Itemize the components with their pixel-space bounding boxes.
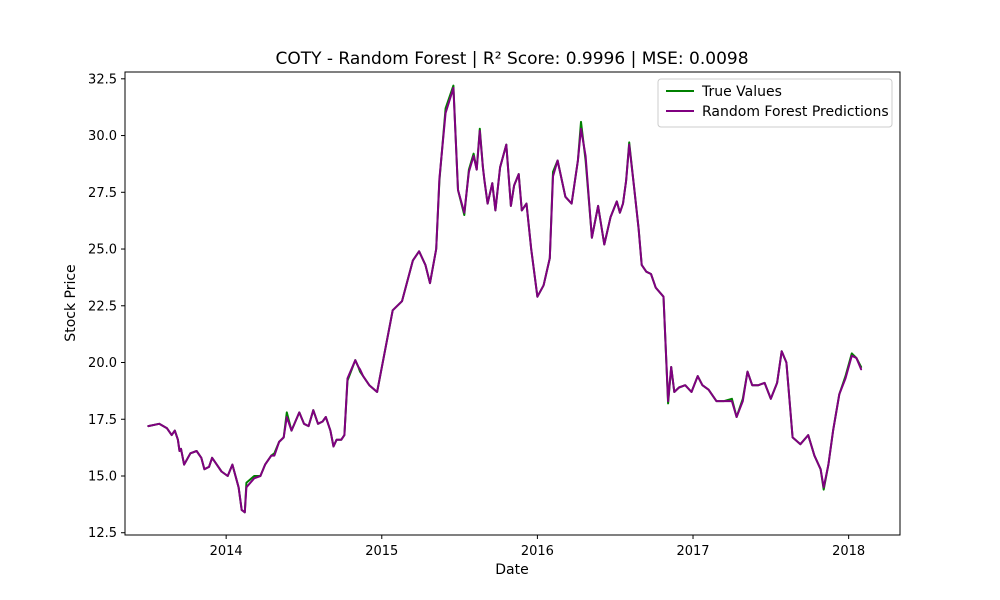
legend: True Values Random Forest Predictions bbox=[657, 78, 893, 128]
x-tick-label: 2015 bbox=[365, 544, 398, 559]
x-axis-title: Date bbox=[495, 562, 528, 578]
y-tick-label: 32.5 bbox=[88, 72, 117, 87]
y-tick-label: 15.0 bbox=[88, 469, 117, 484]
plot-lines bbox=[147, 84, 863, 514]
y-tick-label: 27.5 bbox=[88, 186, 117, 201]
x-tick-label: 2016 bbox=[521, 544, 554, 559]
legend-label-true-values: True Values bbox=[701, 84, 782, 100]
y-tick-label: 20.0 bbox=[88, 356, 117, 371]
legend-label-predictions: Random Forest Predictions bbox=[702, 104, 889, 120]
x-axis: 2014 2015 2016 2017 2018 bbox=[210, 535, 865, 559]
x-tick-label: 2018 bbox=[832, 544, 865, 559]
y-tick-label: 30.0 bbox=[88, 129, 117, 144]
series-line-predictions bbox=[147, 86, 863, 514]
y-tick-label: 12.5 bbox=[88, 526, 117, 541]
x-tick-label: 2017 bbox=[676, 544, 709, 559]
plot-frame bbox=[124, 71, 901, 536]
y-tick-label: 22.5 bbox=[88, 299, 117, 314]
y-tick-label: 17.5 bbox=[88, 413, 117, 428]
y-axis-title: Stock Price bbox=[63, 264, 79, 341]
x-tick-label: 2014 bbox=[210, 544, 243, 559]
y-tick-label: 25.0 bbox=[88, 243, 117, 258]
y-axis: 12.5 15.0 17.5 20.0 22.5 25.0 27.5 30.0 32.5 bbox=[88, 72, 125, 541]
legend-box bbox=[657, 78, 893, 128]
chart-title: COTY - Random Forest | R² Score: 0.9996 … bbox=[275, 49, 748, 69]
